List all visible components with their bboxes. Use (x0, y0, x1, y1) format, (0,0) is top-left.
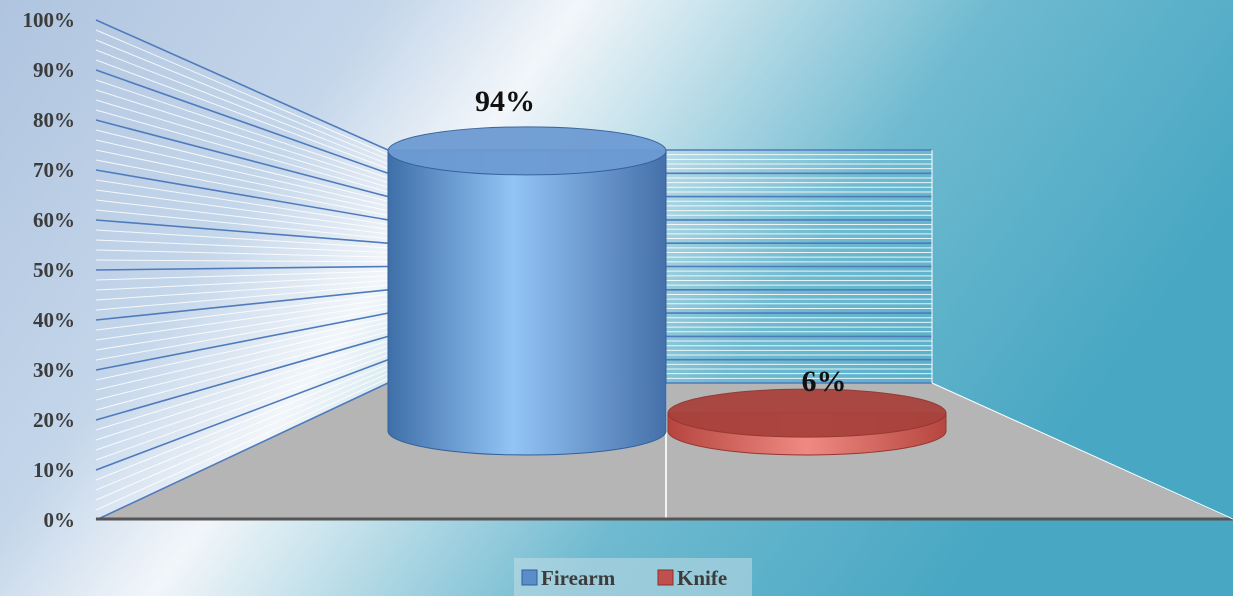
side-gridline-minor (95, 199, 389, 235)
side-gridline-major (95, 382, 389, 521)
side-gridline-major (95, 169, 389, 221)
y-tick-label: 60% (33, 208, 75, 232)
side-gridline-major (95, 119, 389, 198)
data-label-firearm: 94% (475, 85, 535, 118)
y-tick-label: 50% (33, 258, 75, 282)
y-tick-label: 10% (33, 458, 75, 482)
bar-firearm-body (387, 150, 667, 456)
side-gridline-minor (95, 340, 389, 431)
bars (387, 126, 947, 456)
side-gridline-minor (95, 317, 389, 381)
side-gridline-minor (95, 284, 389, 311)
side-gridline-minor (95, 159, 389, 216)
side-gridline-minor (95, 259, 389, 263)
side-gridline-major (95, 265, 389, 271)
side-gridline-minor (95, 275, 389, 291)
side-gridline-minor (95, 331, 389, 411)
side-gridline-minor (95, 59, 389, 170)
side-gridline-minor (95, 99, 389, 188)
side-gridline-minor (95, 39, 389, 160)
side-gridline-major (95, 289, 389, 321)
y-tick-label: 0% (44, 508, 76, 532)
side-gridline-minor (95, 363, 389, 481)
side-gridline-minor (95, 345, 389, 441)
legend-box (514, 558, 752, 596)
legend-swatch-knife (657, 569, 674, 586)
side-gridline-minor (95, 49, 389, 165)
y-tick-label: 70% (33, 158, 75, 182)
side-gridline-minor (95, 293, 389, 331)
side-gridline-minor (95, 139, 389, 207)
side-gridline-minor (95, 79, 389, 179)
side-gridline-minor (95, 373, 389, 501)
side-gridline-minor (95, 29, 389, 156)
side-gridline-minor (95, 321, 389, 391)
side-gridline-minor (95, 249, 389, 258)
side-gridline-minor (95, 239, 389, 254)
side-gridline-minor (95, 109, 389, 193)
side-gridline-minor (95, 179, 389, 226)
side-gridline-major (95, 69, 389, 175)
side-gridline-minor (95, 229, 389, 249)
side-gridline-minor (95, 270, 389, 281)
y-tick-label: 90% (33, 58, 75, 82)
bar-firearm-top (387, 126, 667, 176)
legend-label-knife: Knife (677, 566, 727, 590)
side-gridline-major (95, 219, 389, 244)
side-gridline-minor (95, 354, 389, 461)
side-gridline-minor (95, 129, 389, 202)
side-gridline-minor (95, 279, 389, 301)
side-gridline-minor (95, 303, 389, 351)
side-gridline-minor (95, 89, 389, 184)
data-label-knife: 6% (802, 365, 847, 398)
side-gridline-minor (95, 377, 389, 511)
y-tick-label: 30% (33, 358, 75, 382)
y-tick-label: 40% (33, 308, 75, 332)
side-gridline-minor (95, 307, 389, 361)
y-tick-label: 80% (33, 108, 75, 132)
side-gridline-major (95, 19, 389, 151)
side-gridline-minor (95, 189, 389, 230)
side-gridline-minor (95, 209, 389, 240)
legend-label-firearm: Firearm (541, 566, 616, 590)
side-gridline-major (95, 312, 389, 371)
y-axis-tick-labels: 0% 10% 20% 30% 40% 50% 60% 70% 80% 90% 100% (23, 8, 76, 532)
side-gridline-minor (95, 368, 389, 491)
side-gridline-minor (95, 149, 389, 212)
side-wall-grid (95, 19, 389, 521)
legend: Firearm Knife (514, 558, 752, 596)
bar-knife-top (667, 388, 947, 438)
side-gridline-major (95, 335, 389, 421)
y-tick-label: 20% (33, 408, 75, 432)
data-labels: 94% 6% (475, 85, 847, 398)
side-gridline-major (95, 358, 389, 471)
side-gridline-minor (95, 326, 389, 401)
side-gridline-minor (95, 298, 389, 341)
y-tick-label: 100% (23, 8, 76, 32)
chart-floor (96, 383, 1233, 520)
side-gridline-minor (95, 349, 389, 451)
floor-front-right-edge (931, 382, 1233, 520)
legend-swatch-firearm (521, 569, 538, 586)
